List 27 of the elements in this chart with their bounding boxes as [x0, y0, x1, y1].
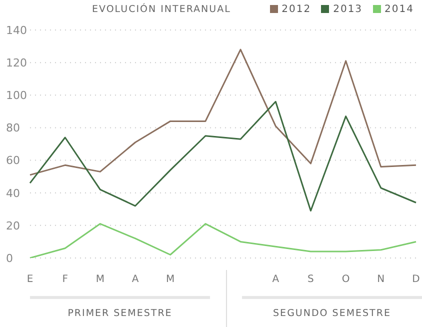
y-tick-label: 0	[6, 252, 13, 265]
x-tick-label: A	[272, 274, 280, 286]
x-tick-label: M	[166, 274, 175, 286]
y-tick-label: 140	[6, 24, 27, 37]
y-tick-label: 20	[6, 219, 20, 232]
x-tick-label: F	[62, 274, 68, 286]
legend-label: 2014	[384, 4, 414, 14]
y-tick-label: 100	[6, 89, 27, 102]
x-tick-label: M	[96, 274, 104, 286]
line-series	[29, 48, 417, 176]
text: SEGUNDO SEMESTRE	[242, 296, 422, 319]
x-tick-label: E	[26, 274, 34, 286]
legend-label: 2013	[332, 4, 363, 14]
chart-title: EVOLUCIÓN INTERANUAL	[91, 4, 232, 14]
y-tick-label: 80	[6, 122, 20, 135]
x-tick-label: A	[132, 274, 139, 286]
line-series	[29, 223, 417, 258]
x-tick-label: O	[342, 274, 350, 286]
y-tick-label: 40	[6, 186, 20, 200]
y-tick-label: 60	[6, 154, 20, 168]
x-tick-label: S	[308, 274, 314, 286]
x-tick-label: N	[377, 274, 385, 286]
y-tick-label: 120	[6, 56, 27, 70]
text: PRIMER SEMESTRE	[30, 296, 210, 319]
line-series	[29, 100, 417, 212]
x-tick-label: D	[412, 274, 420, 286]
legend-label: 2012	[280, 4, 312, 14]
